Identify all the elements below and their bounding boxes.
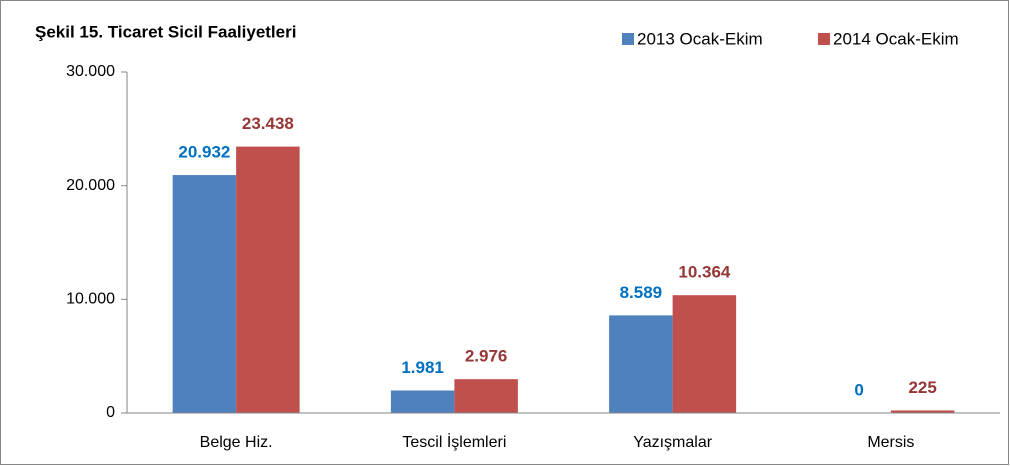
value-label: 8.589 bbox=[620, 283, 663, 302]
bar bbox=[890, 410, 955, 413]
chart-title: Şekil 15. Ticaret Sicil Faaliyetleri bbox=[35, 22, 296, 41]
legend-label: 2013 Ocak-Ekim bbox=[637, 29, 763, 48]
y-tick-label: 30.000 bbox=[66, 63, 115, 80]
bar bbox=[672, 295, 737, 413]
x-tick-label: Yazışmalar bbox=[633, 434, 713, 451]
value-label: 0 bbox=[854, 380, 863, 399]
bar bbox=[454, 379, 518, 413]
bar bbox=[609, 315, 673, 413]
y-tick-label: 10.000 bbox=[66, 291, 115, 308]
legend-swatch bbox=[622, 33, 634, 45]
x-tick-label: Mersis bbox=[867, 434, 914, 451]
value-label: 10.364 bbox=[678, 263, 731, 282]
legend-label: 2014 Ocak-Ekim bbox=[833, 29, 959, 48]
value-label: 2.976 bbox=[465, 347, 508, 366]
y-tick-label: 20.000 bbox=[66, 177, 115, 194]
x-tick-label: Tescil İşlemleri bbox=[402, 432, 506, 451]
x-tick-label: Belge Hiz. bbox=[200, 434, 273, 451]
bar bbox=[172, 175, 237, 413]
bar bbox=[390, 390, 455, 413]
value-label: 20.932 bbox=[178, 143, 230, 162]
legend-swatch bbox=[818, 33, 830, 45]
value-label: 23.438 bbox=[242, 114, 294, 133]
bar bbox=[236, 146, 300, 413]
value-label: 225 bbox=[908, 378, 936, 397]
y-tick-label: 0 bbox=[106, 404, 115, 421]
value-label: 1.981 bbox=[401, 358, 444, 377]
